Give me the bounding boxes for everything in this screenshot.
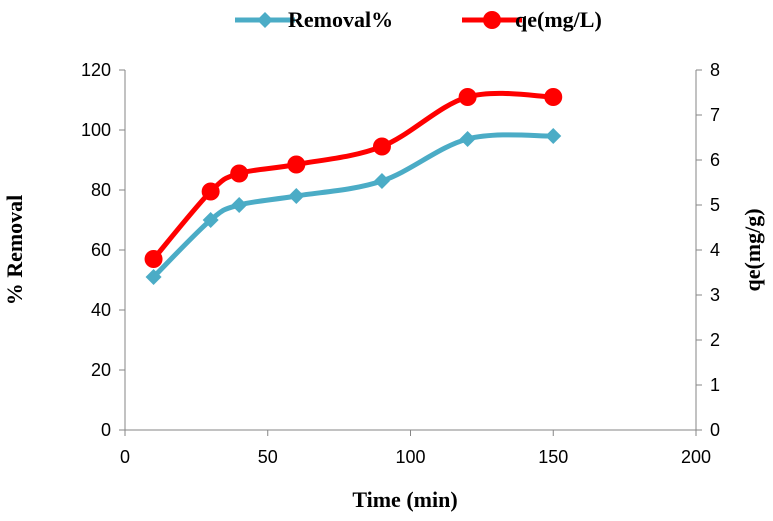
x-tick-label: 50 bbox=[258, 447, 278, 467]
y-tick-label: 120 bbox=[81, 60, 111, 80]
legend: Removal% qe(mg/L) bbox=[235, 7, 602, 32]
data-point-removal bbox=[145, 269, 162, 285]
data-point-removal bbox=[231, 197, 248, 213]
y2-tick-label: 8 bbox=[710, 60, 720, 80]
legend-item-removal: Removal% bbox=[235, 7, 393, 32]
x-tick-label: 100 bbox=[395, 447, 425, 467]
x-axis-title: Time (min) bbox=[352, 487, 457, 512]
y2-tick-label: 3 bbox=[710, 285, 720, 305]
y-tick-label: 0 bbox=[101, 420, 111, 440]
data-point-qe bbox=[287, 155, 306, 174]
legend-label-qe: qe(mg/L) bbox=[515, 7, 602, 32]
y-tick-label: 100 bbox=[81, 120, 111, 140]
y2-tick-label: 0 bbox=[710, 420, 720, 440]
y2-tick-label: 2 bbox=[710, 330, 720, 350]
data-point-removal bbox=[288, 188, 305, 204]
y-axis-title: % Removal bbox=[2, 195, 27, 306]
data-point-removal bbox=[545, 128, 562, 144]
y-tick-label: 20 bbox=[91, 360, 111, 380]
y-tick-label: 60 bbox=[91, 240, 111, 260]
legend-marker-qe bbox=[483, 11, 501, 29]
x-tick-label: 150 bbox=[538, 447, 568, 467]
y2-tick-label: 6 bbox=[710, 150, 720, 170]
legend-marker-removal bbox=[257, 12, 273, 28]
data-point-removal bbox=[373, 173, 390, 189]
plot-area bbox=[144, 88, 563, 285]
x-tick-label: 200 bbox=[681, 447, 711, 467]
data-point-qe bbox=[230, 164, 249, 183]
data-point-qe bbox=[201, 182, 220, 201]
x-tick-label: 0 bbox=[120, 447, 130, 467]
y2-axis-title: qe(mg/g) bbox=[740, 208, 765, 291]
y2-tick-label: 4 bbox=[710, 240, 720, 260]
legend-label-removal: Removal% bbox=[288, 7, 393, 32]
data-point-qe bbox=[372, 137, 391, 156]
data-point-qe bbox=[144, 250, 163, 268]
y2-tick-label: 5 bbox=[710, 195, 720, 215]
data-point-removal bbox=[459, 131, 476, 147]
series-line-qe bbox=[151, 90, 554, 261]
y2-tick-label: 1 bbox=[710, 375, 720, 395]
data-point-qe bbox=[544, 88, 563, 106]
data-point-removal bbox=[202, 212, 219, 228]
legend-item-qe: qe(mg/L) bbox=[462, 7, 602, 32]
y-tick-label: 40 bbox=[91, 300, 111, 320]
data-point-qe bbox=[458, 88, 477, 106]
y2-tick-label: 7 bbox=[710, 105, 720, 125]
y-tick-label: 80 bbox=[91, 180, 111, 200]
